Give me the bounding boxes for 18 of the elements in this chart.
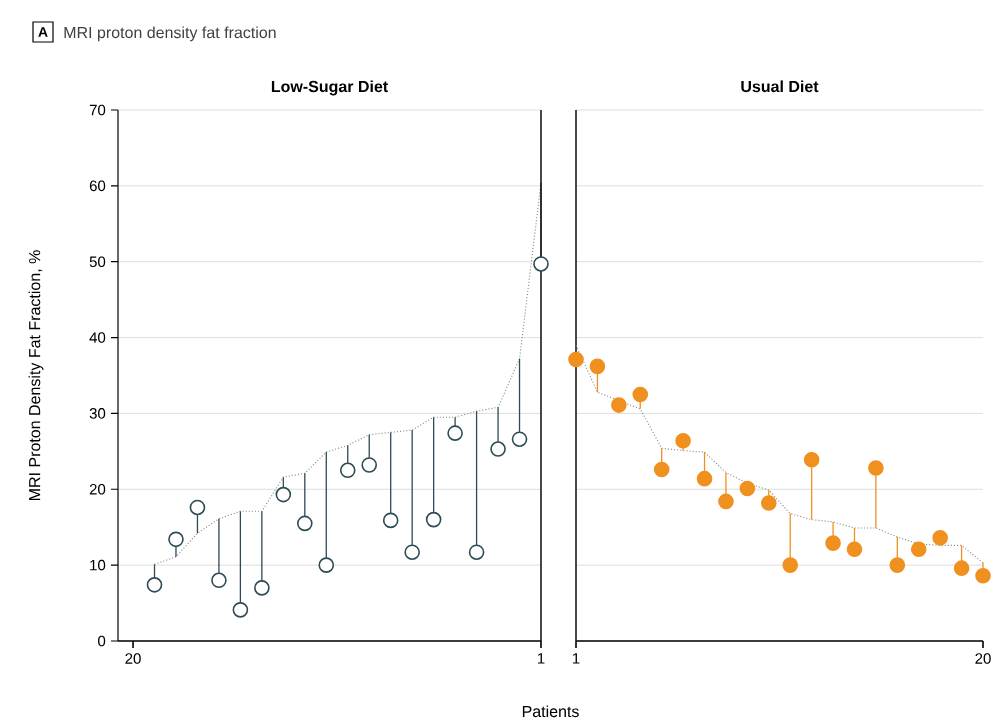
y-tick-label: 50	[89, 256, 106, 268]
x-axis-title: Patients	[522, 705, 579, 718]
x-tick-label: 1	[537, 653, 545, 664]
chart-subtitle: Low-Sugar Diet	[271, 80, 388, 96]
text: A	[38, 27, 48, 37]
y-axis-title: MRI Proton Density Fat Fraction, %	[28, 250, 44, 500]
y-tick-label: 40	[89, 332, 106, 343]
chart-title: MRI proton density fat fraction	[64, 26, 276, 42]
y-tick-label: 60	[89, 180, 106, 192]
x-tick-label: 20	[125, 653, 141, 664]
y-tick-label: 0	[98, 635, 106, 647]
y-tick-label: 10	[90, 559, 106, 571]
chart-subtitle: Usual Diet	[741, 80, 819, 93]
x-tick-label: 20	[975, 653, 991, 664]
x-tick-label: 1	[572, 653, 580, 664]
y-tick-label: 70	[89, 104, 106, 116]
y-tick-label: 20	[89, 483, 106, 495]
y-tick-label: 30	[89, 408, 106, 419]
